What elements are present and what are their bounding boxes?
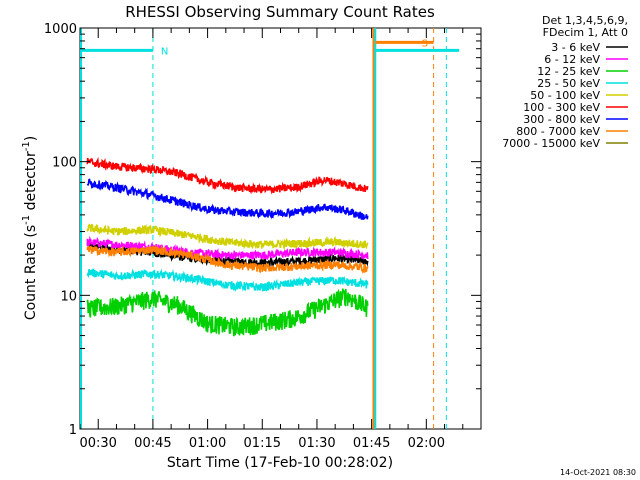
x-tick-label: 00:30: [79, 436, 116, 451]
generated-timestamp: 14-Oct-2021 08:30: [560, 468, 636, 477]
x-tick-label: 01:15: [244, 436, 281, 451]
series-line-800-7000kev: [86, 244, 369, 275]
legend-entry-label: 7000 - 15000 keV: [502, 137, 600, 150]
y-axis-label: Count Rate (s-1 detector-1): [21, 136, 39, 320]
legend-entry-label: 100 - 300 keV: [523, 101, 600, 114]
y-axis-label-sup1: -1: [21, 215, 32, 225]
series-line-12-25kev: [86, 288, 369, 337]
legend-entry-label: 300 - 800 keV: [523, 113, 600, 126]
x-tick-label: 02:00: [408, 436, 445, 451]
y-tick-label: 1000: [44, 22, 77, 37]
y-axis-label-suffix: ): [23, 136, 39, 141]
flag-label: N: [161, 46, 168, 57]
y-tick-label: 10: [60, 289, 77, 304]
legend-entry-label: 12 - 25 keV: [537, 65, 600, 78]
x-tick-label: 01:00: [189, 436, 226, 451]
legend-entry-label: 800 - 7000 keV: [516, 125, 600, 138]
series-line-100-300kev: [86, 156, 369, 195]
x-tick-label: 01:30: [298, 436, 335, 451]
y-axis-label-mid: detector: [23, 151, 39, 215]
legend-entry-label: 25 - 50 keV: [537, 77, 600, 90]
x-axis: 00:30 00:45 01:00 01:15 01:30 01:45 02:00: [79, 28, 482, 451]
legend-header: FDecim 1, Att 0: [543, 26, 628, 39]
y-tick-label: 1: [69, 423, 77, 438]
x-axis-label: Start Time (17-Feb-10 00:28:02): [167, 455, 393, 471]
legend-header: Det 1,3,4,5,6,9,: [542, 14, 628, 27]
x-tick-label: 00:45: [134, 436, 171, 451]
series-line-300-800kev: [86, 178, 369, 220]
series-line-25-50kev: [86, 268, 369, 292]
y-axis-label-sup2: -1: [21, 141, 32, 151]
flag-bars: NS: [80, 38, 460, 57]
y-tick-label: 100: [52, 156, 77, 171]
x-tick-label: 01:45: [353, 436, 390, 451]
series-lines: [86, 156, 369, 337]
legend-entry-label: 3 - 6 keV: [551, 41, 600, 54]
y-axis-label-prefix: Count Rate (s: [23, 225, 39, 320]
legend-entry-label: 6 - 12 keV: [544, 53, 600, 66]
series-line-50-100kev: [86, 223, 369, 251]
legend-entry-label: 50 - 100 keV: [530, 89, 600, 102]
y-axis: 1 10 100 1000: [44, 22, 481, 438]
legend: Det 1,3,4,5,6,9,FDecim 1, Att 0 3 - 6 keV…: [502, 14, 628, 150]
flag-label: S: [422, 38, 428, 49]
vertical-markers: [80, 28, 447, 429]
chart-title: RHESSI Observing Summary Count Rates: [125, 3, 435, 21]
